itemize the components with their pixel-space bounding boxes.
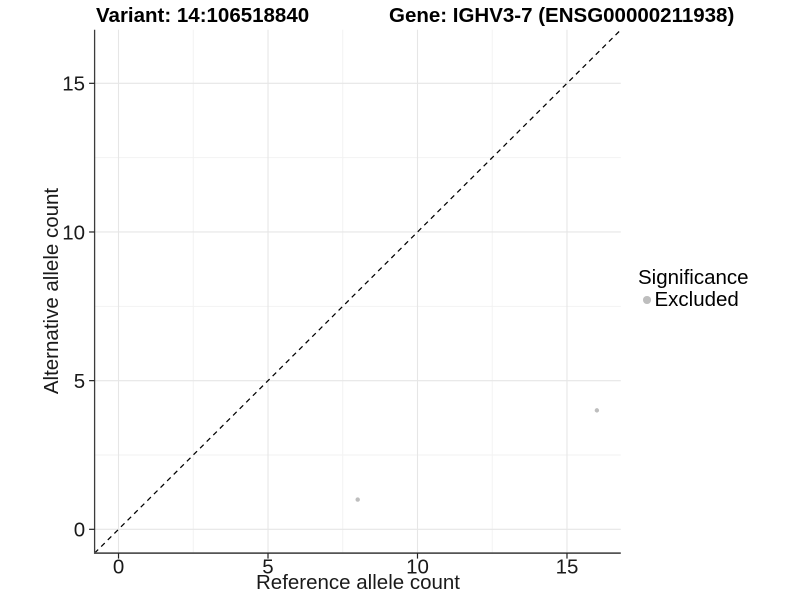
legend-point-icon xyxy=(643,296,651,304)
x-tick-label: 10 xyxy=(406,556,429,579)
legend-item-label: Excluded xyxy=(654,288,739,311)
x-tick-label: 0 xyxy=(113,556,124,579)
y-tick-label: 0 xyxy=(74,519,85,542)
x-axis-title: Reference allele count xyxy=(256,571,460,594)
x-tick-label: 5 xyxy=(262,556,273,579)
legend-item-excluded: Excluded xyxy=(637,289,749,311)
legend-title: Significance xyxy=(638,266,749,289)
y-tick-label: 10 xyxy=(62,221,85,244)
x-tick-label: 15 xyxy=(556,556,579,579)
data-point xyxy=(355,497,360,502)
data-point xyxy=(594,408,600,413)
y-tick-label: 5 xyxy=(74,370,85,393)
y-axis-title: Alternative allele count xyxy=(40,187,63,395)
identity-line xyxy=(94,29,622,554)
plot-title-gene: Gene: IGHV3-7 (ENSG00000211938) xyxy=(389,4,735,27)
y-tick-label: 15 xyxy=(62,73,85,96)
plot-title-variant: Variant: 14:106518840 xyxy=(96,4,310,27)
legend: Significance Excluded xyxy=(637,266,749,311)
